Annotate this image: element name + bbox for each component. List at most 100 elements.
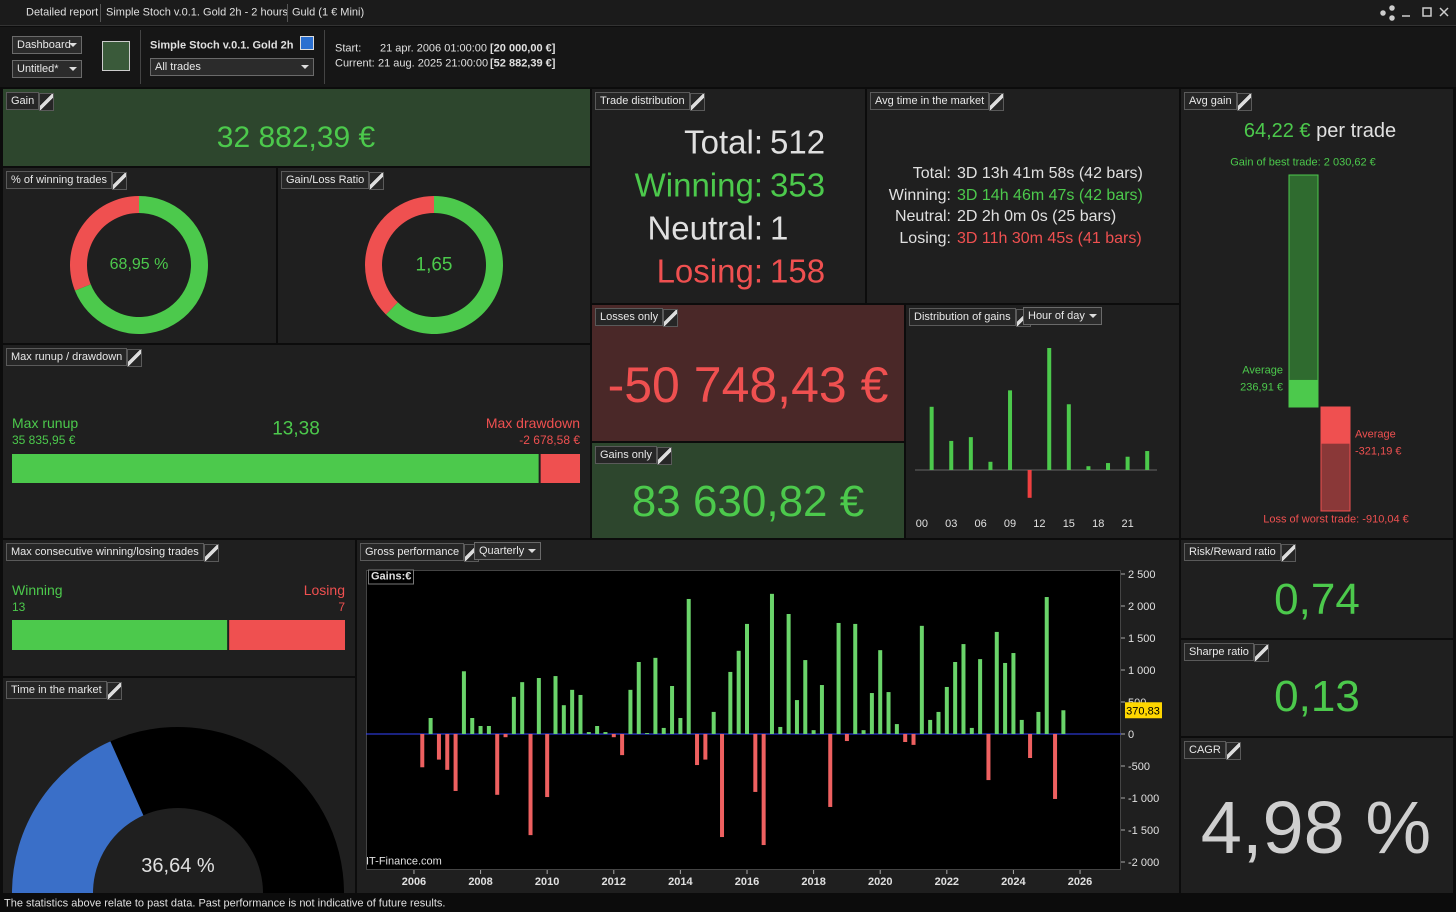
time-value: 3D 14h 46m 47s (42 bars)	[957, 186, 1143, 204]
win-streak-value: 13	[12, 600, 26, 614]
avg-gain-value: 64,22 € per trade	[1244, 121, 1396, 141]
start-capital: [20 000,00 €]	[490, 42, 556, 55]
filter-select[interactable]: All trades	[150, 58, 314, 76]
panel-title: Time in the market	[6, 681, 122, 700]
gain-panel: Gain	[3, 89, 590, 166]
hour-select[interactable]: Hour of day	[1023, 307, 1102, 325]
strategy-name: Simple Stoch v.0.1. Gold 2h	[150, 39, 294, 52]
time-value: 3D 11h 30m 45s (41 bars)	[957, 229, 1142, 247]
worst-trade: Loss of worst trade: -910,04 €	[1263, 513, 1409, 526]
current-label: Current:	[335, 57, 375, 70]
panel-title: Sharpe ratio	[1184, 643, 1269, 662]
avg-loss-label: Average	[1355, 428, 1396, 441]
drawdown-value: -2 678,58 €	[519, 433, 580, 447]
rr-panel: Risk/Reward ratio	[1181, 540, 1453, 638]
loss-streak-value: 7	[338, 600, 345, 614]
dist-value: 158	[770, 252, 826, 290]
legend: Gains:€	[368, 569, 415, 585]
panel-title: CAGR	[1184, 741, 1241, 760]
time-label: Winning:	[888, 186, 951, 204]
panel-title: Gross performance	[360, 543, 480, 562]
dist-value: 353	[770, 166, 826, 204]
worst-label: Loss of worst trade:	[1263, 513, 1360, 526]
runup-panel: Max runup / drawdown	[3, 345, 590, 538]
tab[interactable]: Guld (1 € Mini)	[292, 6, 365, 19]
footer: The statistics above relate to past data…	[4, 897, 446, 910]
panel-title: Losses only	[595, 308, 679, 327]
avg-win-label: Average	[1242, 364, 1283, 377]
sharpe-value: 0,13	[1274, 672, 1360, 721]
current-date: 21 aug. 2025 21:00:00	[378, 57, 489, 70]
losses-value: -50 748,43 €	[607, 357, 889, 413]
panel-title: Gains only	[595, 446, 672, 465]
layout-select[interactable]: Untitled*	[12, 60, 82, 78]
toolbar	[0, 27, 1456, 87]
panel-title: % of winning trades	[6, 171, 127, 190]
strategy-icon[interactable]	[102, 41, 130, 71]
plot-area	[366, 570, 1121, 870]
panel-title: Distribution of gains	[909, 308, 1031, 327]
time-label: Total:	[912, 165, 951, 182]
runup-ratio: 13,38	[272, 418, 320, 440]
runup-label: Max runup	[12, 415, 79, 431]
dist-value: 1	[770, 209, 789, 247]
hour-panel: Distribution of gains Hour of day	[906, 305, 1179, 538]
panel-title: Avg gain	[1184, 92, 1252, 111]
cagr-value: 4,98 %	[1200, 786, 1432, 869]
panel-title: Trade distribution	[595, 92, 705, 111]
panel-title: Max consecutive winning/losing trades	[6, 543, 219, 562]
distribution-panel: Trade distribution	[592, 89, 865, 303]
best-value: 2 030,62 €	[1323, 156, 1376, 169]
avg-gain-unit: per trade	[1316, 120, 1397, 142]
dist-label: Neutral:	[647, 209, 763, 247]
dist-label: Losing:	[656, 252, 763, 290]
win-streak-label: Winning	[12, 582, 63, 598]
tab[interactable]: Simple Stoch v.0.1. Gold 2h - 2 hours	[106, 6, 288, 19]
avg-gain-amount: 64,22 €	[1243, 120, 1311, 142]
time-label: Neutral:	[894, 208, 951, 225]
sharpe-panel: Sharpe ratio	[1181, 640, 1453, 736]
loss-streak-label: Losing	[303, 582, 345, 598]
tab[interactable]: Detailed report	[26, 6, 99, 19]
consecutive-panel: Max consecutive winning/losing trades	[3, 540, 355, 676]
edit-icon[interactable]	[300, 36, 314, 50]
start-label: Start:	[335, 42, 362, 55]
dist-label: Winning:	[634, 166, 763, 204]
title-bar	[0, 0, 1456, 26]
gain-value: 32 882,39 €	[216, 121, 376, 154]
separator	[287, 4, 288, 22]
watermark: IT-Finance.com	[366, 855, 442, 868]
gains-panel: Gains only	[592, 443, 904, 538]
worst-value: -910,04 €	[1362, 513, 1409, 526]
dist-value: 512	[770, 123, 826, 161]
dist-label: Total:	[684, 123, 763, 161]
best-trade: Gain of best trade: 2 030,62 €	[1230, 156, 1376, 169]
runup-value: 35 835,95 €	[12, 433, 76, 447]
time-value: 2D 2h 0m 0s (25 bars)	[957, 208, 1117, 225]
time-label: Losing:	[899, 229, 951, 247]
panel-title: Gain/Loss Ratio	[281, 171, 385, 190]
separator	[140, 30, 141, 84]
panel-title: Risk/Reward ratio	[1184, 543, 1296, 562]
avg-time-panel: Avg time in the market	[867, 89, 1179, 303]
gains-value: 83 630,82 €	[631, 477, 865, 526]
panel-title: Max runup / drawdown	[6, 348, 143, 367]
start-date: 21 apr. 2006 01:00:00	[380, 42, 488, 55]
drawdown-label: Max drawdown	[485, 415, 580, 431]
separator	[100, 4, 101, 22]
time-value: 3D 13h 41m 58s (42 bars)	[957, 165, 1143, 182]
best-label: Gain of best trade:	[1230, 156, 1321, 169]
avg-win-value: 236,91 €	[1240, 381, 1283, 394]
current-capital: [52 882,39 €]	[490, 57, 556, 70]
view-select[interactable]: Dashboard	[12, 36, 82, 54]
losses-panel: Losses only	[592, 305, 904, 441]
rr-value: 0,74	[1274, 575, 1360, 624]
gauge-value: 36,64 %	[141, 855, 215, 877]
panel-title: Gain	[6, 92, 55, 111]
period-select[interactable]: Quarterly	[474, 542, 542, 560]
separator	[324, 30, 325, 84]
winning-value: 68,95 %	[109, 256, 169, 273]
avg-loss-value: -321,19 €	[1355, 445, 1402, 458]
cagr-panel: CAGR	[1181, 738, 1453, 893]
